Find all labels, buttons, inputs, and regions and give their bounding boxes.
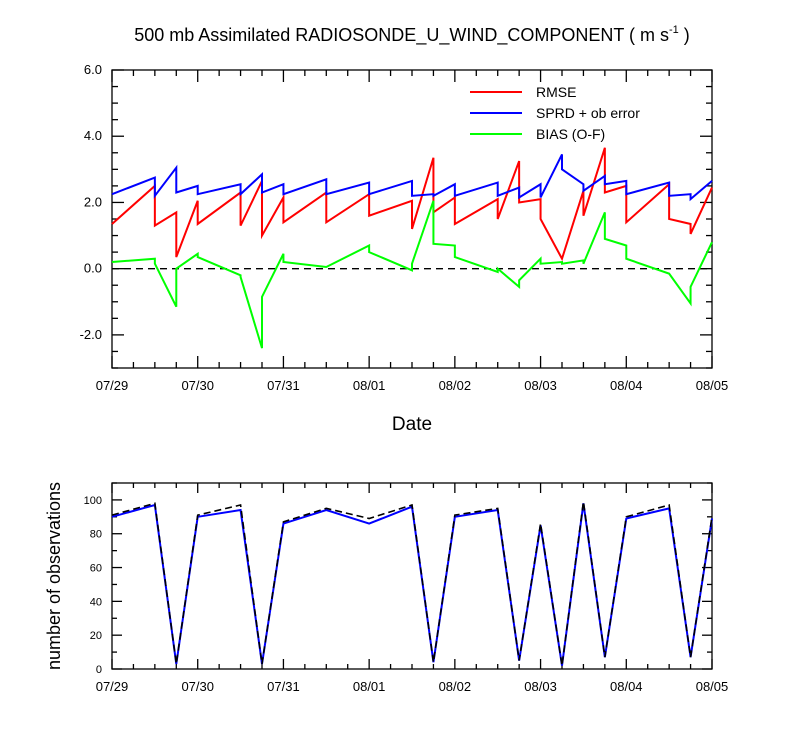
x-tick-label: 08/03 — [524, 378, 557, 393]
y-tick-label: 0.0 — [84, 261, 102, 276]
x-tick-label: 08/04 — [610, 679, 643, 694]
series-line-1 — [111, 501, 713, 666]
y-tick-label: -2.0 — [80, 327, 102, 342]
x-tick-label: 08/03 — [524, 679, 557, 694]
series-line-0 — [111, 503, 713, 666]
x-tick-label: 07/31 — [267, 378, 300, 393]
series-line-rmse — [111, 147, 713, 262]
x-tick-label: 08/05 — [696, 378, 729, 393]
x-tick-label: 08/05 — [696, 679, 729, 694]
y-tick-label: 4.0 — [84, 128, 102, 143]
legend-label: RMSE — [536, 84, 576, 100]
x-tick-label: 07/29 — [96, 679, 129, 694]
y-tick-label: 80 — [90, 529, 102, 541]
y-tick-label: 60 — [90, 563, 102, 575]
y-tick-label: 20 — [90, 630, 102, 642]
x-tick-label: 08/04 — [610, 378, 643, 393]
y-tick-label: 40 — [90, 596, 102, 608]
y-tick-label: 2.0 — [84, 194, 102, 209]
series-line-sprd-ob-error — [111, 153, 713, 202]
x-tick-label: 07/31 — [267, 679, 300, 694]
legend-label: SPRD + ob error — [536, 105, 640, 121]
x-tick-label: 07/30 — [181, 679, 214, 694]
x-tick-label: 08/01 — [353, 679, 386, 694]
chart-title: 500 mb Assimilated RADIOSONDE_U_WIND_COM… — [134, 24, 690, 46]
x-tick-label: 07/29 — [96, 378, 129, 393]
top-plot: 07/29 07/30 07/31 08/01 08/02 08/03 08/04 08/05… — [80, 62, 729, 435]
x-tick-label: 08/01 — [353, 378, 386, 393]
x-tick-label: 08/02 — [439, 378, 472, 393]
x-tick-label: 08/02 — [439, 679, 472, 694]
y-tick-label: 0 — [96, 664, 102, 676]
x-tick-label: 07/30 — [181, 378, 214, 393]
y-axis-label: number of observations — [44, 482, 64, 670]
series-line-bias-o-f — [111, 200, 713, 349]
y-tick-label: 100 — [84, 495, 102, 507]
x-axis-label: Date — [392, 414, 432, 435]
bottom-plot: 07/29 07/30 07/31 08/01 08/02 08/03 08/04 08/05… — [44, 482, 728, 694]
y-tick-label: 6.0 — [84, 62, 102, 77]
legend-label: BIAS (O-F) — [536, 126, 605, 142]
